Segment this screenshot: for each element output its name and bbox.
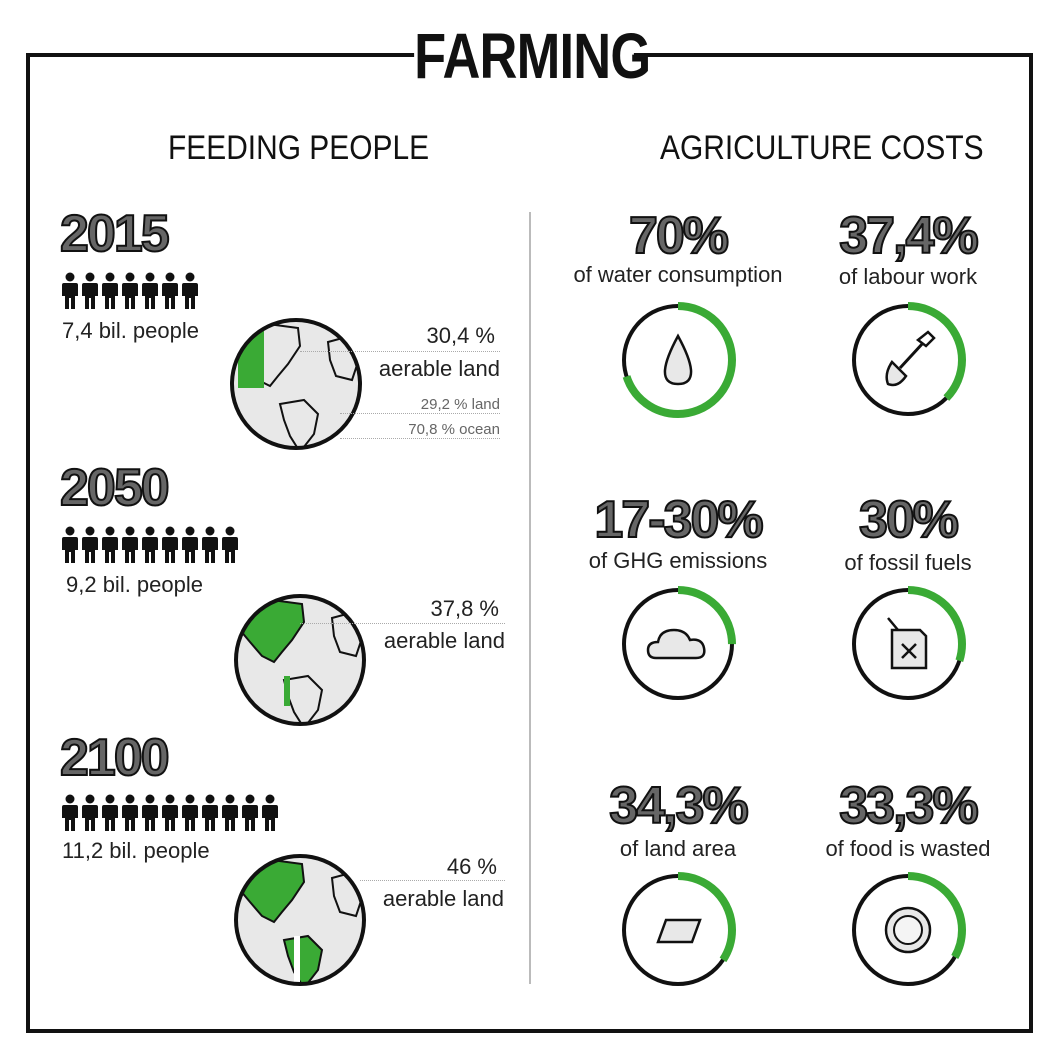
person-icon xyxy=(242,794,258,837)
cost-percentage: 17-30% xyxy=(593,491,764,549)
arable-pct-2100: 46 % xyxy=(446,854,497,879)
person-icon xyxy=(142,272,158,315)
person-icon xyxy=(142,794,158,837)
arable-pct-2015: 30,4 % xyxy=(426,323,496,348)
progress-ring xyxy=(620,302,736,418)
person-icon xyxy=(142,526,158,569)
person-icon xyxy=(222,526,238,569)
globe-icon-2015 xyxy=(230,318,362,450)
shovel-icon xyxy=(885,330,936,387)
fuel-can-icon xyxy=(887,617,928,670)
arable-label-2015: aerable land xyxy=(378,356,500,381)
cost-percentage: 70% xyxy=(628,207,730,265)
year-2015: 2015 xyxy=(59,205,171,263)
cost-label: of fossil fuels xyxy=(844,550,972,575)
leader-line xyxy=(300,623,505,624)
ring-fill xyxy=(620,302,736,418)
progress-ring xyxy=(850,302,966,418)
person-icon xyxy=(102,526,118,569)
year-2100: 2100 xyxy=(59,729,171,787)
person-icon xyxy=(82,272,98,315)
person-icon xyxy=(102,794,118,837)
people-label-2100: 11,2 bil. people xyxy=(62,838,210,863)
person-icon xyxy=(162,526,178,569)
cost-label: of labour work xyxy=(838,264,978,289)
cost-label: of land area xyxy=(619,836,737,861)
water-drop-icon xyxy=(663,333,693,386)
ring-fill xyxy=(620,872,736,988)
progress-ring xyxy=(620,586,736,702)
person-icon xyxy=(222,794,238,837)
person-icon xyxy=(122,526,138,569)
ring-fill xyxy=(850,302,966,418)
land-note-2015: 29,2 % land xyxy=(420,396,500,413)
person-icon xyxy=(182,526,198,569)
arable-pct-2050: 37,8 % xyxy=(430,596,500,621)
cost-percentage: 33,3% xyxy=(838,777,979,835)
cost-label: of food is wasted xyxy=(825,836,991,861)
person-icon xyxy=(82,526,98,569)
person-icon xyxy=(202,794,218,837)
person-icon xyxy=(62,794,78,837)
land-parallelogram-icon xyxy=(656,918,702,944)
leader-line xyxy=(340,438,500,439)
person-icon xyxy=(62,272,78,315)
costs-title: AGRICULTURE COSTS xyxy=(660,129,984,167)
cost-percentage: 30% xyxy=(858,491,960,549)
person-icon xyxy=(82,794,98,837)
cost-percentage: 37,4% xyxy=(838,207,979,265)
progress-ring xyxy=(620,872,736,988)
arable-label-2050: aerable land xyxy=(383,628,505,653)
leader-line xyxy=(340,413,500,414)
people-icons-2100 xyxy=(62,794,278,837)
cloud-icon xyxy=(646,628,706,660)
person-icon xyxy=(62,526,78,569)
leader-line xyxy=(360,880,505,881)
feeding-title: FEEDING PEOPLE xyxy=(168,129,430,167)
ring-fill xyxy=(620,586,736,702)
ring-fill xyxy=(850,872,966,988)
person-icon xyxy=(262,794,278,837)
progress-ring xyxy=(850,872,966,988)
year-2050: 2050 xyxy=(59,459,171,517)
arable-label-2100: aerable land xyxy=(382,886,504,911)
ocean-note-2015: 70,8 % ocean xyxy=(408,421,500,438)
person-icon xyxy=(102,272,118,315)
people-label-2050: 9,2 bil. people xyxy=(66,572,203,597)
section-divider xyxy=(529,212,531,984)
people-icons-2015 xyxy=(62,272,198,315)
people-label-2015: 7,4 bil. people xyxy=(62,318,199,343)
person-icon xyxy=(122,794,138,837)
ring-fill xyxy=(850,586,966,702)
cost-label: of water consumption xyxy=(573,262,783,287)
plate-icon xyxy=(884,906,932,954)
globe-icon-2100 xyxy=(234,854,366,986)
person-icon xyxy=(162,794,178,837)
cost-percentage: 34,3% xyxy=(608,777,749,835)
globe-icon-2050 xyxy=(234,594,366,726)
cost-label: of GHG emissions xyxy=(588,548,768,573)
person-icon xyxy=(162,272,178,315)
person-icon xyxy=(182,794,198,837)
people-icons-2050 xyxy=(62,526,238,569)
page-title: FARMING xyxy=(414,18,651,94)
progress-ring xyxy=(850,586,966,702)
person-icon xyxy=(122,272,138,315)
person-icon xyxy=(182,272,198,315)
person-icon xyxy=(202,526,218,569)
leader-line xyxy=(300,351,500,352)
